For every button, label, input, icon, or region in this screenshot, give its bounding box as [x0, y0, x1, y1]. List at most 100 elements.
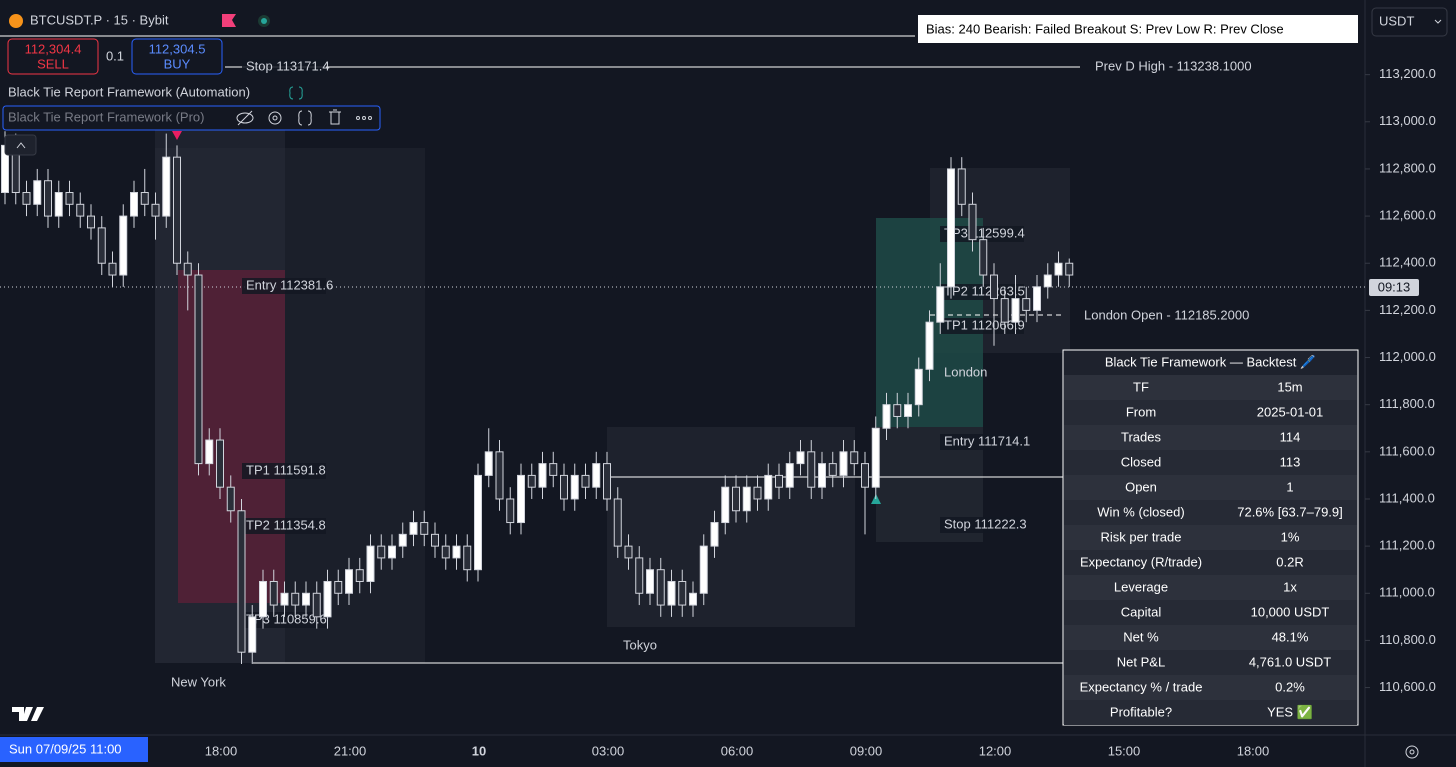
table-row: [1064, 700, 1357, 725]
table-cell: Net %: [1123, 629, 1159, 644]
candle-body: [334, 580, 343, 594]
table-cell: From: [1126, 404, 1156, 419]
sell-label: SELL: [37, 56, 69, 71]
y-tick-label: 112,000.0: [1379, 349, 1436, 364]
countdown: 09:13: [1378, 279, 1411, 294]
table-row: [1064, 450, 1357, 475]
table-row: [1064, 550, 1357, 575]
annotation: Stop 113171.4: [246, 58, 330, 73]
candle-body: [130, 192, 138, 217]
quantity: 0.1: [106, 48, 124, 63]
flag: [222, 14, 236, 27]
candle-body: [624, 545, 633, 559]
status-dot: [261, 18, 267, 24]
candle-body: [667, 580, 676, 606]
candle-body: [205, 439, 214, 465]
label-bg: [940, 226, 1024, 242]
indicator-row[interactable]: [2, 105, 381, 131]
candle-body: [1000, 298, 1009, 323]
symbol: BTCUSDT.P · 15 · Bybit: [30, 12, 169, 27]
candle-body: [807, 451, 816, 488]
candle-body: [732, 486, 740, 512]
candle-body: [871, 427, 880, 488]
settings-icon: [1409, 749, 1415, 755]
candle-body: [936, 286, 945, 323]
session-label: Tokyo: [623, 637, 657, 652]
table-cell: 15m: [1277, 379, 1302, 394]
candle-body: [592, 463, 601, 488]
table-cell: Expectancy % / trade: [1080, 679, 1203, 694]
candle-body: [194, 274, 203, 465]
table-cell: 1%: [1281, 529, 1300, 544]
candle-body: [775, 474, 783, 488]
candle-body: [990, 274, 998, 300]
sell-button[interactable]: [7, 38, 99, 75]
annotation: Entry 112381.6: [246, 277, 333, 292]
annotation: TP2 112263.5: [944, 283, 1025, 298]
candle-body: [925, 321, 934, 370]
buy-price: 112,304.5: [149, 41, 206, 56]
candle-body: [151, 203, 160, 217]
buy-signal: [871, 494, 881, 504]
candle-body: [484, 451, 493, 476]
candle-body: [345, 569, 353, 594]
x-tick-label: 21:00: [334, 743, 367, 758]
table-row: [1064, 575, 1357, 600]
table-cell: 4,761.0 USDT: [1249, 654, 1331, 669]
candle-body: [947, 168, 955, 288]
candle-body: [366, 545, 375, 582]
table-row: [1064, 600, 1357, 625]
label-bg: [940, 517, 1024, 533]
candle-body: [861, 463, 869, 488]
y-tick-label: 111,600.0: [1379, 443, 1435, 458]
candle-body: [183, 262, 192, 276]
candle-body: [398, 533, 407, 547]
settings-icon[interactable]: [1405, 745, 1419, 759]
table-row: [1064, 675, 1357, 700]
y-tick-label: 112,800.0: [1379, 160, 1436, 175]
candle-body: [785, 463, 794, 488]
candle-body: [463, 545, 472, 571]
countdown-box: [1369, 279, 1419, 296]
candle-body: [76, 203, 85, 217]
candle-body: [979, 239, 988, 276]
candle-body: [839, 451, 848, 476]
currency-select[interactable]: [1371, 7, 1448, 37]
table-cell: 48.1%: [1272, 629, 1309, 644]
collapse-button[interactable]: [4, 134, 37, 156]
table-cell: Open: [1125, 479, 1157, 494]
annotations: Stop 113171.4 Prev D High - 113238.1000 En…: [171, 58, 1252, 689]
symbol-icon: [9, 14, 23, 28]
candle-body: [33, 180, 42, 205]
sell-price: 112,304.4: [25, 41, 82, 56]
candle-body: [914, 368, 923, 406]
table-cell: 113: [1280, 454, 1301, 469]
logo: [12, 707, 44, 721]
candle-body: [710, 522, 719, 547]
candle-body: [269, 580, 278, 606]
candle-body: [291, 592, 300, 606]
table-cell: Expectancy (R/trade): [1080, 554, 1202, 569]
buy-button[interactable]: [131, 38, 223, 75]
table-row: [1064, 650, 1357, 675]
chevron: [1434, 19, 1442, 24]
x-tick-label: 12:00: [979, 743, 1012, 758]
bias-box: [918, 15, 1358, 43]
y-tick-label: 112,600.0: [1379, 208, 1436, 223]
session-label: London: [944, 364, 987, 379]
table-cell: Capital: [1121, 604, 1162, 619]
candle-body: [377, 545, 386, 559]
y-tick-label: 111,200.0: [1379, 538, 1435, 553]
annotation: Entry 111714.1: [944, 433, 1030, 448]
y-tick-label: 111,400.0: [1379, 490, 1435, 505]
candle-body: [742, 486, 751, 512]
candle-body: [280, 592, 289, 606]
table-cell: Win % (closed): [1097, 504, 1184, 519]
candle-body: [140, 192, 149, 205]
x-tick-label: 15:00: [1108, 743, 1141, 758]
candle-body: [22, 192, 31, 205]
table-row: [1064, 400, 1357, 425]
label-bg: [242, 278, 326, 294]
table-cell: Closed: [1121, 454, 1161, 469]
label-bg: [242, 463, 326, 479]
